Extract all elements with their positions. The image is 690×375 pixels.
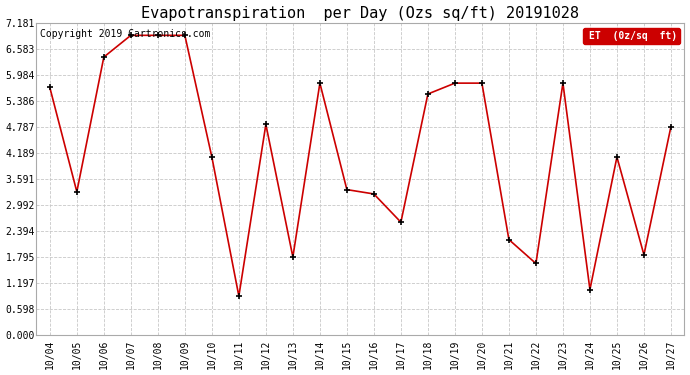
Legend: ET  (0z/sq  ft): ET (0z/sq ft): [583, 28, 680, 44]
Text: Copyright 2019 Cartronics.com: Copyright 2019 Cartronics.com: [39, 29, 210, 39]
Title: Evapotranspiration  per Day (Ozs sq/ft) 20191028: Evapotranspiration per Day (Ozs sq/ft) 2…: [141, 6, 580, 21]
